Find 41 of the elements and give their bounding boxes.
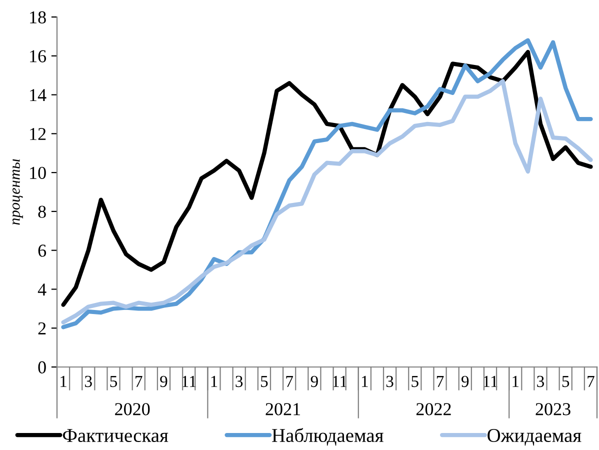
x-tick-label: 3 bbox=[236, 376, 243, 388]
text: 2022 bbox=[416, 403, 451, 416]
x-tick-label: 1 bbox=[211, 376, 218, 387]
y-tick-label: 10 bbox=[30, 166, 46, 179]
x-tick-label: 11 bbox=[333, 376, 347, 387]
x-tick-label: 7 bbox=[588, 376, 594, 387]
x-tick-label: 7 bbox=[286, 376, 294, 387]
text: 2023 bbox=[536, 403, 570, 416]
text: 2020 bbox=[115, 403, 150, 416]
y-tick-label: 0 bbox=[38, 361, 46, 374]
x-tick-label: 5 bbox=[412, 376, 418, 388]
legend-label: Фактическая bbox=[62, 429, 168, 442]
y-tick-label: 6 bbox=[38, 244, 46, 257]
text: 2021 bbox=[266, 403, 300, 416]
x-tick-label: 3 bbox=[85, 376, 92, 388]
x-tick-label: 9 bbox=[462, 376, 469, 388]
x-tick-label: 9 bbox=[160, 376, 168, 388]
x-tick-label: 3 bbox=[386, 376, 394, 388]
x-tick-label: 1 bbox=[362, 376, 368, 387]
y-tick-label: 12 bbox=[30, 128, 46, 140]
x-tick-label: 1 bbox=[60, 376, 66, 387]
x-tick-label: 7 bbox=[436, 376, 444, 387]
y-axis-title: проценты bbox=[12, 159, 23, 225]
x-tick-label: 11 bbox=[182, 376, 196, 387]
x-tick-label: 11 bbox=[484, 376, 498, 387]
x-tick-label: 7 bbox=[136, 376, 142, 387]
y-tick-label: 14 bbox=[30, 89, 46, 102]
line-series bbox=[61, 79, 593, 324]
x-tick-label: 3 bbox=[537, 376, 544, 388]
y-tick-label: 2 bbox=[38, 322, 46, 334]
x-tick-label: 9 bbox=[310, 376, 318, 388]
legend-label: Наблюдаемая bbox=[272, 428, 384, 446]
legend-label: Ожидаемая bbox=[488, 428, 582, 446]
x-tick-label: 5 bbox=[110, 376, 118, 388]
y-tick-label: 18 bbox=[30, 11, 46, 24]
y-tick-label: 8 bbox=[38, 206, 46, 218]
y-tick-label: 4 bbox=[38, 284, 46, 296]
x-tick-label: 1 bbox=[512, 376, 519, 387]
x-tick-label: 5 bbox=[261, 376, 268, 388]
x-tick-label: 5 bbox=[562, 376, 570, 388]
y-tick-label: 16 bbox=[30, 50, 46, 62]
